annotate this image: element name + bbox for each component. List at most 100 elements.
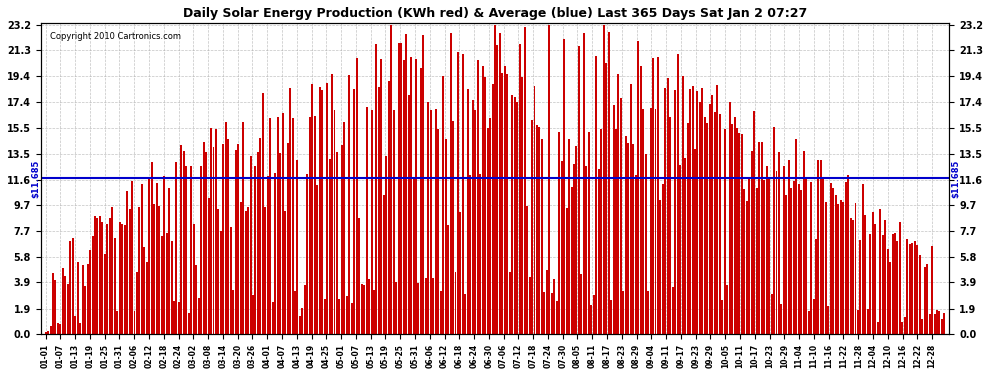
Bar: [815, 239, 817, 334]
Bar: [840, 200, 842, 334]
Bar: [904, 317, 906, 334]
Bar: [674, 90, 676, 334]
Bar: [534, 86, 536, 334]
Bar: [474, 110, 476, 334]
Bar: [119, 222, 121, 334]
Bar: [544, 292, 545, 334]
Bar: [264, 207, 266, 334]
Bar: [385, 156, 387, 334]
Bar: [314, 116, 316, 334]
Bar: [433, 278, 435, 334]
Bar: [84, 285, 86, 334]
Bar: [669, 117, 671, 334]
Bar: [415, 59, 417, 334]
Bar: [141, 184, 143, 334]
Bar: [190, 166, 192, 334]
Bar: [867, 309, 869, 334]
Bar: [940, 319, 942, 334]
Bar: [358, 218, 360, 334]
Bar: [765, 166, 767, 334]
Bar: [939, 311, 940, 334]
Bar: [238, 144, 240, 334]
Bar: [400, 44, 402, 334]
Bar: [316, 185, 318, 334]
Bar: [114, 238, 116, 334]
Text: $11.685: $11.685: [951, 159, 961, 198]
Bar: [743, 189, 745, 334]
Bar: [657, 57, 659, 334]
Bar: [573, 164, 575, 334]
Bar: [248, 207, 249, 334]
Bar: [299, 316, 301, 334]
Bar: [139, 207, 141, 334]
Bar: [267, 176, 269, 334]
Bar: [672, 287, 674, 334]
Bar: [440, 291, 442, 334]
Bar: [230, 227, 232, 334]
Bar: [91, 236, 93, 334]
Bar: [545, 270, 547, 334]
Bar: [205, 152, 207, 334]
Bar: [121, 224, 123, 334]
Bar: [778, 153, 780, 334]
Bar: [726, 285, 728, 334]
Bar: [506, 74, 508, 334]
Bar: [94, 216, 96, 334]
Bar: [763, 180, 765, 334]
Bar: [623, 291, 625, 334]
Bar: [393, 110, 395, 334]
Bar: [489, 118, 491, 334]
Bar: [600, 129, 602, 334]
Bar: [630, 84, 632, 334]
Bar: [228, 139, 230, 334]
Bar: [279, 153, 281, 334]
Bar: [252, 295, 254, 334]
Bar: [736, 128, 738, 334]
Bar: [235, 150, 237, 334]
Bar: [833, 188, 835, 334]
Bar: [697, 91, 699, 334]
Bar: [633, 144, 635, 334]
Bar: [72, 238, 73, 334]
Bar: [926, 264, 928, 334]
Bar: [339, 299, 341, 334]
Bar: [321, 90, 323, 334]
Bar: [464, 294, 466, 334]
Bar: [795, 139, 797, 334]
Bar: [168, 188, 170, 334]
Bar: [418, 283, 420, 334]
Bar: [180, 144, 182, 334]
Bar: [183, 151, 185, 334]
Bar: [894, 234, 896, 334]
Bar: [595, 56, 597, 334]
Bar: [780, 304, 782, 334]
Bar: [529, 278, 531, 334]
Bar: [706, 123, 708, 334]
Bar: [605, 63, 607, 334]
Bar: [874, 224, 876, 334]
Bar: [516, 102, 518, 334]
Bar: [210, 128, 212, 334]
Bar: [215, 129, 217, 334]
Bar: [449, 33, 451, 334]
Bar: [731, 124, 733, 334]
Bar: [301, 308, 303, 334]
Bar: [788, 159, 790, 334]
Bar: [116, 310, 118, 334]
Bar: [380, 59, 382, 334]
Bar: [454, 272, 456, 334]
Bar: [859, 240, 861, 334]
Bar: [64, 276, 66, 334]
Bar: [477, 60, 479, 334]
Bar: [563, 39, 565, 334]
Bar: [884, 220, 886, 334]
Bar: [849, 218, 851, 334]
Bar: [914, 241, 916, 334]
Bar: [643, 109, 644, 334]
Bar: [74, 316, 76, 334]
Bar: [555, 301, 557, 334]
Bar: [198, 298, 200, 334]
Bar: [583, 33, 585, 334]
Bar: [262, 93, 264, 334]
Bar: [625, 136, 627, 334]
